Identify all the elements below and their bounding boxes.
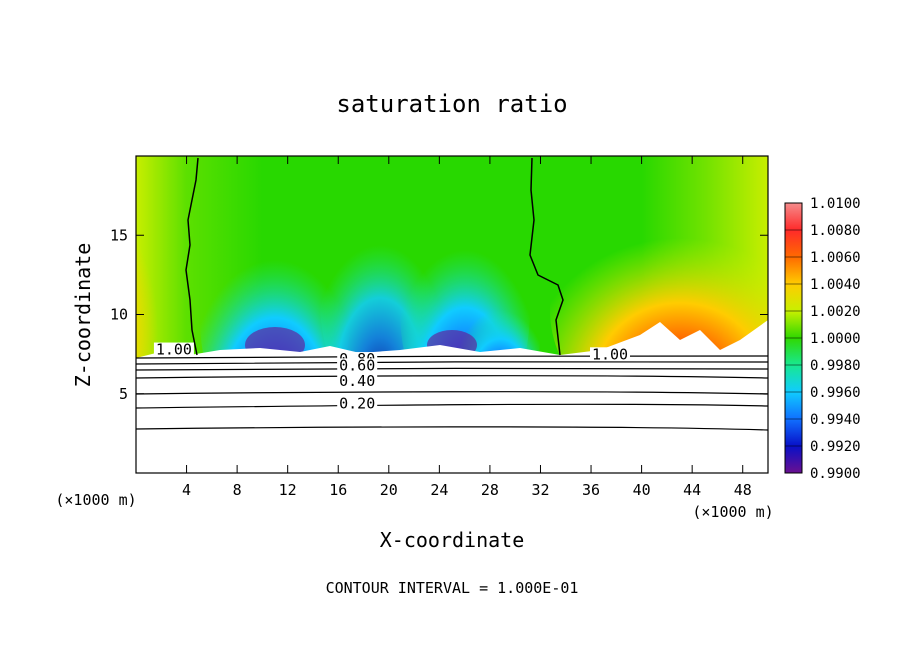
contour-interval-footer: CONTOUR INTERVAL = 1.000E-01 xyxy=(326,579,579,597)
chart-title: saturation ratio xyxy=(336,90,567,118)
contour-label-bg xyxy=(153,342,194,356)
x-tick-label: 32 xyxy=(531,481,549,499)
y-axis-ticks: 5 10 15 xyxy=(110,226,768,403)
contour-label: 0.20 xyxy=(339,394,375,412)
x-tick-label: 44 xyxy=(683,481,701,499)
x-axis-ticks: 4 8 12 16 20 24 28 32 36 40 44 48 xyxy=(182,156,752,499)
colorbar-label: 1.0000 xyxy=(810,331,861,347)
y-tick-label: 10 xyxy=(110,306,128,324)
contour-label-bg xyxy=(590,347,630,361)
x-tick-label: 36 xyxy=(582,481,600,499)
colorbar-label: 0.9980 xyxy=(810,358,861,374)
x-tick-label: 28 xyxy=(481,481,499,499)
x-axis-unit-left: (×1000 m) xyxy=(55,491,136,509)
colorbar-label: 0.9900 xyxy=(810,466,861,482)
contour-labels: 1.001.000.800.600.400.20 xyxy=(153,341,630,412)
colorbar-labels: 1.0100 1.0080 1.0060 1.0040 1.0020 1.0000 0.99… xyxy=(785,196,861,482)
contour-label: 1.00 xyxy=(156,341,192,359)
colorbar-label: 1.0100 xyxy=(810,196,861,212)
x-tick-label: 16 xyxy=(329,481,347,499)
x-tick-label: 8 xyxy=(233,481,242,499)
colorbar-label: 0.9920 xyxy=(810,439,861,455)
x-tick-label: 24 xyxy=(430,481,448,499)
y-tick-label: 5 xyxy=(119,385,128,403)
x-axis-unit-right: (×1000 m) xyxy=(692,503,773,521)
colorbar-label: 1.0040 xyxy=(810,277,861,293)
colorbar-label: 1.0060 xyxy=(810,250,861,266)
heatmap-field xyxy=(136,156,768,473)
colorbar-label: 1.0020 xyxy=(810,304,861,320)
contour-label-bg xyxy=(337,396,378,410)
x-axis-label: X-coordinate xyxy=(380,528,525,552)
x-tick-label: 40 xyxy=(633,481,651,499)
colorbar-label: 1.0080 xyxy=(810,223,861,239)
colorbar-label: 0.9940 xyxy=(810,412,861,428)
contour-label: 0.40 xyxy=(339,372,375,390)
contour-label-bg xyxy=(337,358,378,372)
contour-label-bg xyxy=(337,374,378,388)
colorbar-label: 0.9960 xyxy=(810,385,861,401)
x-tick-label: 48 xyxy=(734,481,752,499)
x-tick-label: 12 xyxy=(279,481,297,499)
y-axis-label: Z-coordinate xyxy=(71,243,95,388)
contour-label: 1.00 xyxy=(592,345,628,363)
contour-label: 0.60 xyxy=(339,356,375,374)
x-tick-label: 20 xyxy=(380,481,398,499)
y-tick-label: 15 xyxy=(110,226,128,244)
x-tick-label: 4 xyxy=(182,481,191,499)
